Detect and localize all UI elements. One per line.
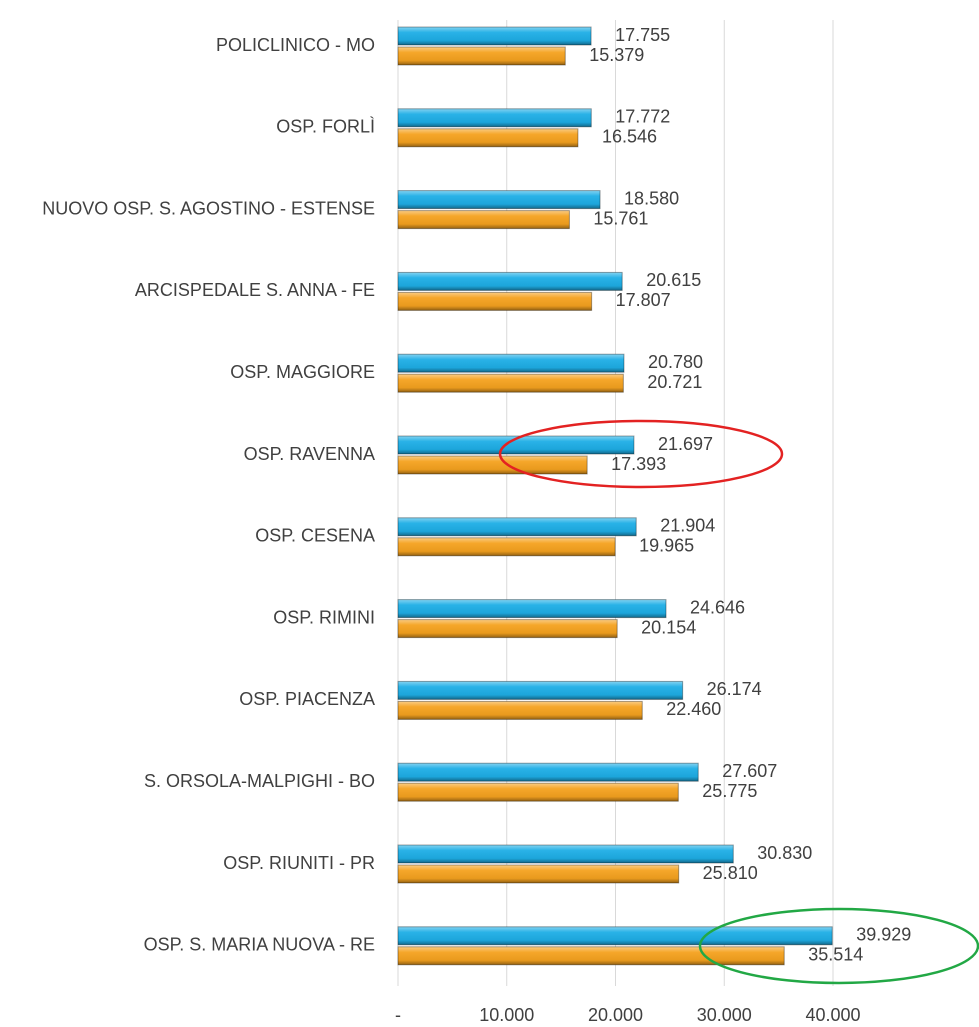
bar-shade (397, 128, 579, 148)
data-label: 15.379 (589, 45, 644, 65)
x-tick-label: - (395, 1005, 401, 1025)
data-label: 21.697 (658, 434, 713, 454)
bar-shade (397, 435, 635, 455)
data-label: 20.615 (646, 270, 701, 290)
y-tick-label: OSP. S. MARIA NUOVA - RE (144, 935, 375, 955)
bar-shade (397, 946, 785, 966)
data-label: 24.646 (690, 597, 745, 617)
bar-shade (397, 210, 570, 230)
data-label: 17.393 (611, 454, 666, 474)
data-label: 35.514 (808, 945, 863, 965)
y-tick-label: S. ORSOLA-MALPIGHI - BO (144, 771, 375, 791)
bar-shade (397, 271, 623, 291)
bar-shade (397, 599, 667, 619)
y-tick-label: OSP. MAGGIORE (230, 362, 375, 382)
data-label: 30.830 (757, 843, 812, 863)
data-label: 20.154 (641, 617, 696, 637)
y-tick-label: OSP. PIACENZA (239, 689, 375, 709)
y-tick-label: OSP. RAVENNA (244, 444, 375, 464)
data-label: 22.460 (666, 699, 721, 719)
data-label: 19.965 (639, 536, 694, 556)
highlight-ellipse (698, 907, 979, 985)
bar-shade (397, 762, 699, 782)
bar-shade (397, 926, 833, 946)
bar-shade (397, 700, 643, 720)
data-label: 17.807 (616, 290, 671, 310)
data-label: 16.546 (602, 127, 657, 147)
bar-shade (397, 26, 592, 46)
bar-shade (397, 108, 592, 128)
bar-shade (397, 517, 637, 537)
data-label: 17.772 (615, 107, 670, 127)
bar-shade (397, 455, 588, 475)
data-label: 15.761 (593, 208, 648, 228)
y-tick-label: OSP. CESENA (255, 526, 375, 546)
y-tick-label: NUOVO OSP. S. AGOSTINO - ESTENSE (42, 198, 375, 218)
bar-shade (397, 680, 684, 700)
data-label: 18.580 (624, 188, 679, 208)
y-tick-label: POLICLINICO - MO (216, 35, 375, 55)
bar-shade (397, 291, 593, 311)
data-label: 25.810 (703, 863, 758, 883)
x-tick-label: 30.000 (697, 1005, 752, 1025)
bar-shade (397, 373, 624, 393)
data-label: 21.904 (660, 516, 715, 536)
data-label: 17.755 (615, 25, 670, 45)
x-tick-label: 40.000 (805, 1005, 860, 1025)
x-tick-label: 20.000 (588, 1005, 643, 1025)
y-tick-label: OSP. FORLÌ (276, 117, 375, 137)
data-label: 39.929 (856, 925, 911, 945)
y-tick-label: OSP. RIMINI (273, 607, 375, 627)
y-tick-label: OSP. RIUNITI - PR (223, 853, 375, 873)
data-label: 20.721 (647, 372, 702, 392)
bar-shade (397, 864, 680, 884)
data-label: 25.775 (702, 781, 757, 801)
bar-shade (397, 844, 734, 864)
bar-shade (397, 537, 616, 557)
data-label: 27.607 (722, 761, 777, 781)
bar-shade (397, 619, 618, 639)
x-tick-label: 10.000 (479, 1005, 534, 1025)
bar-shade (397, 782, 679, 802)
bar-shade (397, 190, 601, 210)
bar-shade (397, 46, 566, 66)
data-label: 26.174 (707, 679, 762, 699)
bar-shade (397, 353, 625, 373)
highlight-ellipse (498, 419, 784, 489)
y-tick-label: ARCISPEDALE S. ANNA - FE (135, 280, 375, 300)
data-label: 20.780 (648, 352, 703, 372)
